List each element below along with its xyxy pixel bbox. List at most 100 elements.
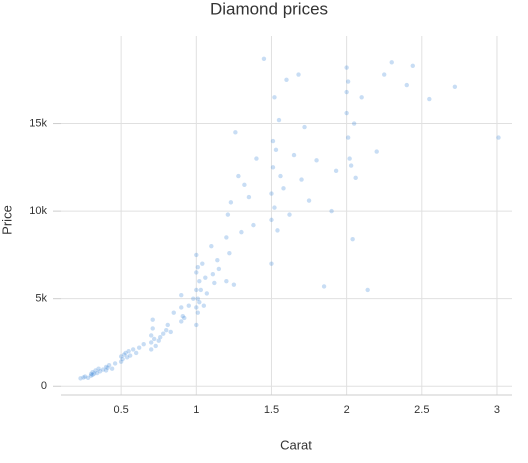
- point: [344, 89, 349, 95]
- point: [281, 186, 286, 191]
- point: [112, 361, 118, 366]
- point: [365, 287, 370, 293]
- point: [168, 329, 173, 335]
- point: [133, 350, 139, 356]
- point: [105, 365, 110, 371]
- point: [359, 95, 364, 100]
- point: [179, 319, 184, 324]
- point: [284, 77, 289, 82]
- point: [345, 135, 351, 140]
- x-tick-label: 0.5: [113, 404, 128, 416]
- point: [351, 121, 357, 126]
- point: [275, 228, 280, 233]
- point: [329, 208, 334, 214]
- point: [272, 205, 277, 210]
- x-axis-title: Carat: [280, 437, 312, 452]
- point: [186, 303, 191, 308]
- point: [195, 264, 201, 270]
- point: [180, 313, 185, 319]
- point: [348, 163, 354, 168]
- point: [201, 303, 207, 308]
- point: [224, 235, 229, 240]
- point: [273, 147, 279, 153]
- point: [158, 335, 163, 340]
- y-tick-label: 10k: [29, 205, 47, 217]
- point: [225, 212, 231, 217]
- y-tick-label: 15k: [29, 117, 47, 129]
- point: [153, 343, 158, 349]
- point: [204, 291, 210, 296]
- point: [194, 322, 199, 328]
- point: [123, 350, 128, 356]
- point: [227, 250, 232, 256]
- point: [97, 369, 103, 374]
- point: [302, 124, 307, 130]
- point: [103, 368, 109, 373]
- point: [88, 373, 94, 378]
- point: [78, 376, 83, 381]
- point: [291, 152, 297, 158]
- point: [141, 342, 146, 347]
- point: [118, 359, 124, 364]
- point: [314, 158, 319, 163]
- point: [210, 271, 216, 277]
- point: [126, 349, 131, 354]
- point: [269, 261, 274, 266]
- chart-title: Diamond prices: [210, 0, 328, 18]
- point: [156, 338, 161, 343]
- point: [90, 372, 95, 378]
- point: [194, 287, 199, 293]
- point: [382, 72, 387, 77]
- point: [100, 367, 106, 372]
- point: [161, 331, 166, 336]
- point: [496, 135, 501, 140]
- point: [191, 296, 196, 301]
- point: [194, 252, 199, 258]
- point: [136, 345, 142, 350]
- point: [306, 198, 312, 203]
- point: [121, 352, 127, 357]
- point: [344, 110, 349, 116]
- point: [152, 336, 157, 342]
- x-tick-label: 2.5: [414, 404, 429, 416]
- y-tick-label: 5k: [35, 293, 47, 305]
- point: [236, 173, 241, 179]
- point: [299, 177, 304, 182]
- point: [270, 138, 276, 144]
- point: [150, 326, 155, 331]
- point: [321, 284, 327, 289]
- point: [149, 333, 154, 338]
- point: [149, 340, 154, 345]
- point: [124, 355, 130, 360]
- point: [90, 370, 95, 375]
- point: [287, 212, 292, 217]
- x-tick-label: 1: [193, 404, 199, 416]
- point: [195, 310, 201, 315]
- point: [149, 347, 154, 352]
- point: [179, 305, 184, 310]
- point: [109, 366, 115, 371]
- point: [374, 149, 379, 154]
- x-tick-label: 3: [494, 404, 500, 416]
- point: [197, 278, 202, 284]
- point: [103, 364, 109, 370]
- x-tick-label: 1.5: [264, 404, 279, 416]
- point: [106, 363, 112, 368]
- point: [350, 236, 355, 242]
- point: [127, 353, 133, 358]
- x-tick-label: 2: [344, 404, 350, 416]
- point: [389, 60, 394, 65]
- y-tick-label: 0: [41, 380, 47, 392]
- point: [239, 229, 244, 235]
- point: [209, 243, 214, 249]
- point: [269, 217, 274, 223]
- point: [272, 95, 277, 100]
- point: [296, 72, 301, 77]
- point: [276, 117, 282, 123]
- point: [120, 356, 125, 362]
- point: [164, 328, 169, 333]
- point: [94, 370, 100, 376]
- point: [194, 270, 199, 275]
